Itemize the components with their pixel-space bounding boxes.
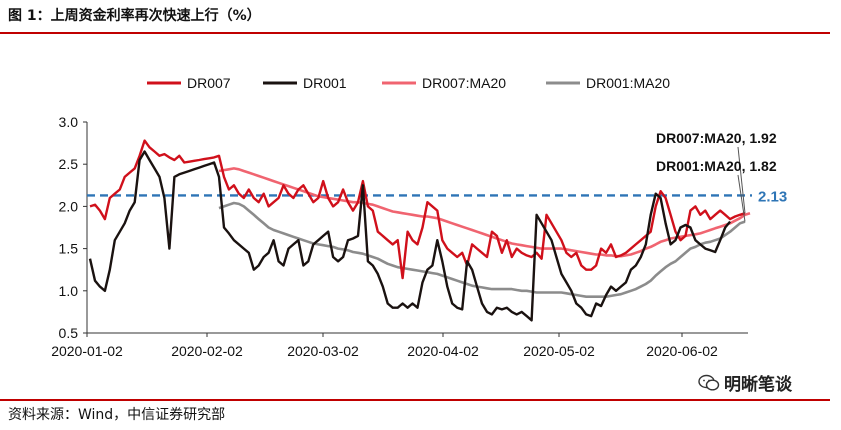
source-note: 资料来源：Wind，中信证券研究部 — [8, 407, 226, 423]
legend-label: DR007:MA20 — [422, 75, 506, 91]
x-tick-label: 2020-06-02 — [646, 343, 718, 359]
x-tick-label: 2020-02-02 — [171, 343, 243, 359]
line-chart: 3.0 2.5 2.0 1.5 1.0 0.5 2020-01-02 2020-02-02 20… — [51, 75, 787, 359]
x-tick-label: 2020-04-02 — [407, 343, 479, 359]
watermark: 明晰笔谈 — [698, 370, 792, 395]
legend-label: DR001 — [303, 75, 347, 91]
annotation-leader-line — [737, 146, 746, 214]
legend-label: DR001:MA20 — [586, 75, 670, 91]
series-line-dr001-ma20 — [218, 201, 746, 298]
y-tick-label: 3.0 — [59, 114, 79, 130]
x-tick-label: 2020-01-02 — [51, 343, 123, 359]
annotation-label: DR007:MA20, 1.92 — [656, 130, 777, 146]
wechat-icon — [698, 374, 720, 391]
annotation-leader-line — [737, 174, 746, 222]
reference-line-label: 2.13 — [758, 188, 787, 205]
x-tick-label: 2020-05-02 — [523, 343, 595, 359]
y-tick-label: 1.0 — [59, 283, 79, 299]
y-tick-label: 2.0 — [59, 198, 79, 214]
y-tick-label: 2.5 — [59, 156, 79, 172]
x-tick-label: 2020-03-02 — [287, 343, 359, 359]
figure-title: 图 1：上周资金利率再次快速上行（%） — [8, 8, 261, 24]
annotation-label: DR001:MA20, 1.82 — [656, 158, 777, 174]
watermark-text: 明晰笔谈 — [724, 375, 792, 395]
y-tick-label: 0.5 — [59, 325, 79, 341]
series-line-dr001 — [88, 150, 732, 322]
source-rule — [0, 399, 830, 401]
legend-label: DR007 — [187, 75, 231, 91]
y-tick-label: 1.5 — [59, 241, 79, 257]
series-line-dr007 — [89, 139, 746, 280]
title-rule — [0, 32, 830, 34]
